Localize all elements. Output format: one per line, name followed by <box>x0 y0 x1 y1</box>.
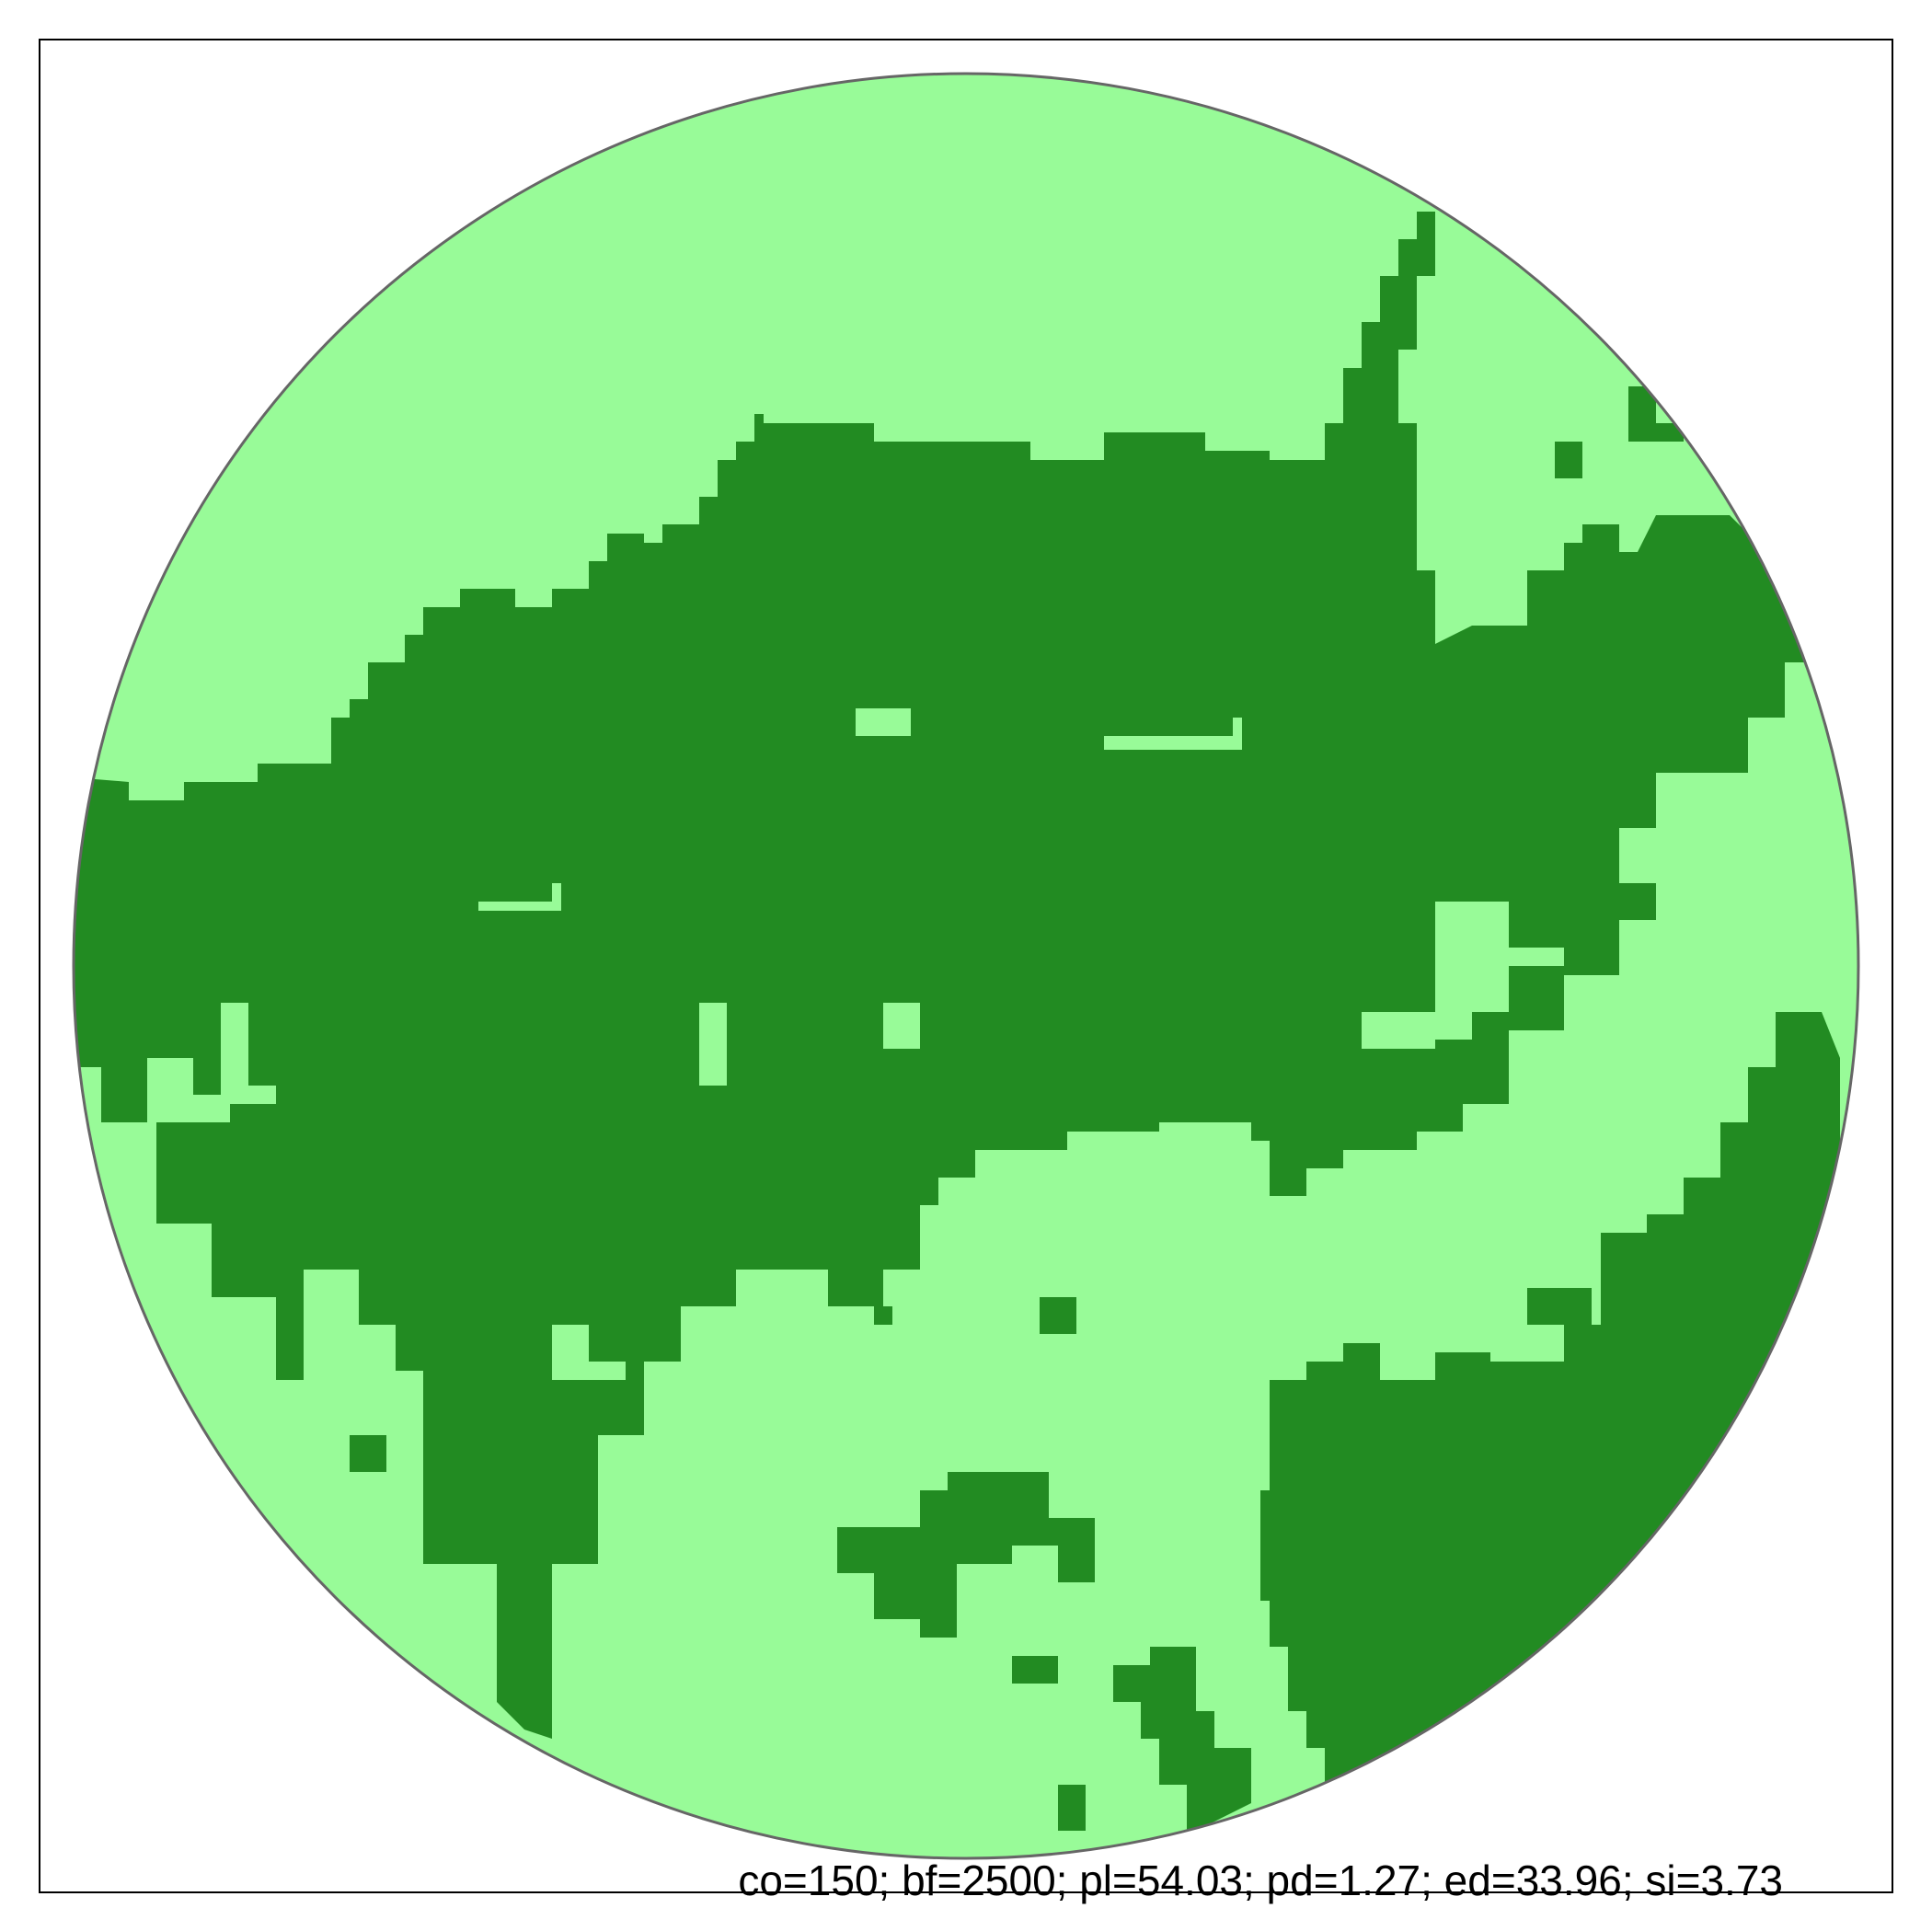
light-hole-north-strip-3 <box>478 883 561 911</box>
dark-patch-south <box>837 1472 1095 1638</box>
light-class-holes <box>147 708 1564 1619</box>
dark-patch-northeast-2 <box>1555 442 1582 478</box>
light-hole-west-2 <box>221 1003 276 1104</box>
light-hole-center <box>699 1003 727 1086</box>
dark-patch-west-1 <box>74 984 101 1067</box>
dark-patch-south-3 <box>1012 1656 1058 1684</box>
light-hole-lowleft <box>304 1270 423 1472</box>
dark-patch-main <box>74 212 1822 1739</box>
dark-patch-south-4 <box>1058 1785 1086 1831</box>
light-hole-east-center-2 <box>1362 1012 1435 1049</box>
dark-patch-northeast <box>1628 386 1684 442</box>
light-hole-east-center <box>1435 902 1564 1040</box>
light-hole-west <box>147 1058 230 1122</box>
map-caption: co=150; bf=2500; pl=54.03; pd=1.27; ed=3… <box>738 1856 1783 1904</box>
dark-patch-center-1 <box>1040 1297 1076 1334</box>
light-hole-north-strip <box>1104 718 1242 750</box>
circle-border <box>72 72 1860 1860</box>
dark-patch-south-2 <box>1113 1647 1251 1831</box>
dark-patch-center-2 <box>874 1306 892 1325</box>
dark-patch-east-1 <box>1527 1288 1592 1325</box>
light-hole-center-left <box>552 1325 626 1380</box>
light-hole-north-strip-2 <box>856 708 911 736</box>
plot-frame <box>39 39 1893 1893</box>
light-hole-center-2 <box>883 1003 920 1049</box>
